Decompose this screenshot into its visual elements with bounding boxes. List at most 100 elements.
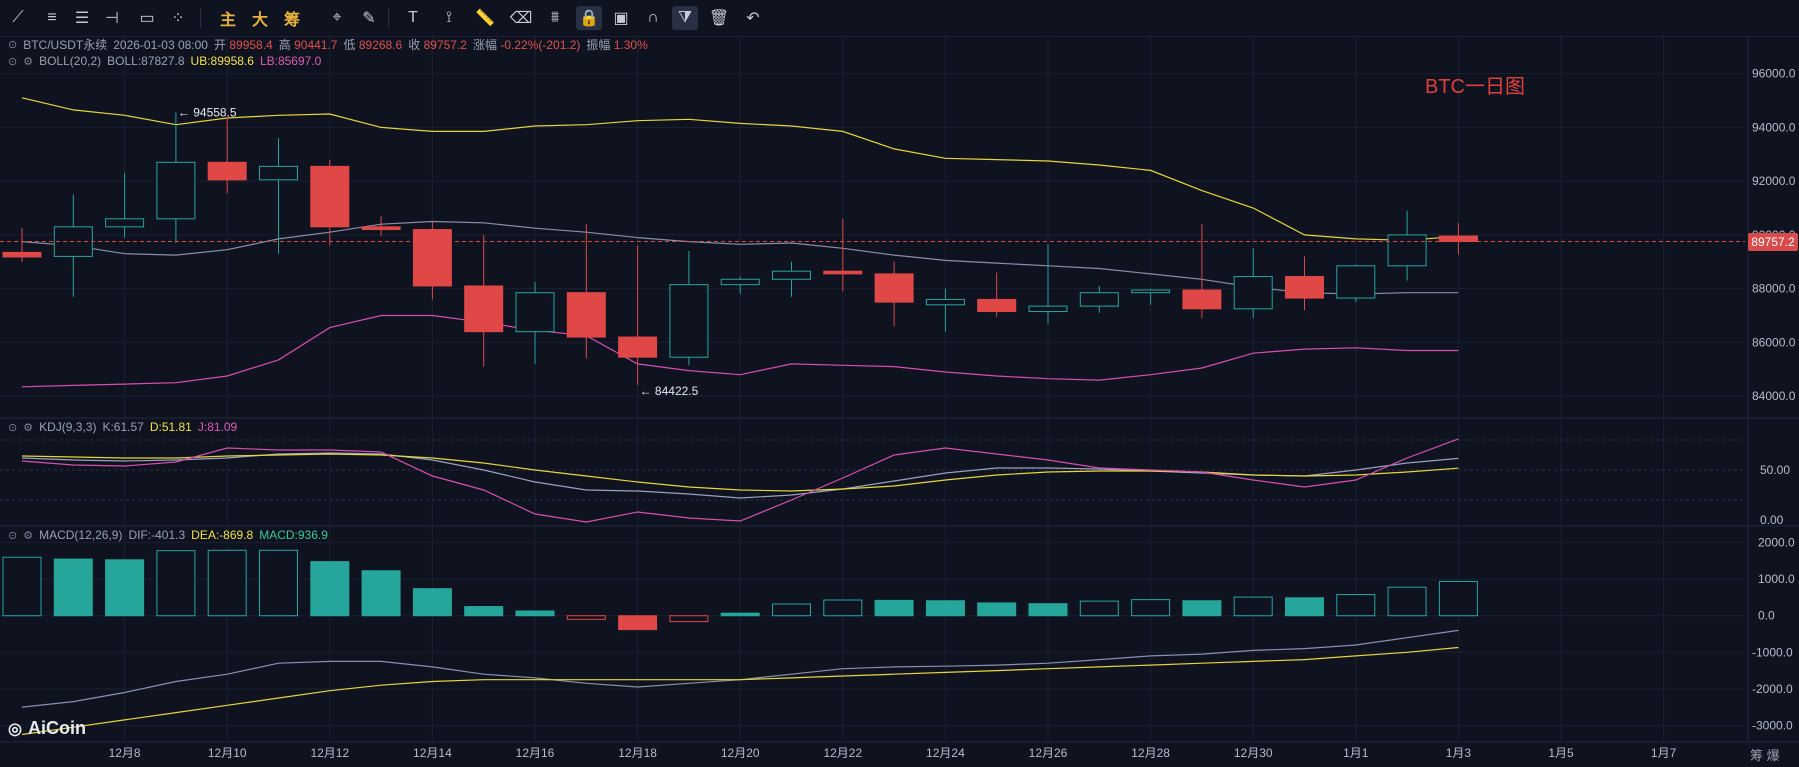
open-label: 开 bbox=[213, 38, 226, 52]
macd-histogram-bar bbox=[2, 556, 42, 617]
text-icon[interactable]: T bbox=[408, 9, 418, 26]
macd-histogram-bar bbox=[310, 561, 350, 617]
kdj-k-value: K:61.57 bbox=[102, 420, 144, 434]
change-value: -0.22%(-201.2) bbox=[500, 38, 581, 52]
macd-histogram-bar bbox=[1182, 600, 1222, 617]
macd-histogram-bar bbox=[361, 570, 401, 617]
x-tick-label: 12月18 bbox=[618, 746, 657, 760]
eraser-icon[interactable]: ⌫ bbox=[509, 10, 533, 27]
candle-body bbox=[1285, 276, 1324, 299]
macd-tick-label: -1000.0 bbox=[1752, 645, 1793, 659]
change-label: 涨幅 bbox=[472, 38, 497, 52]
settings-icon[interactable]: ⚙ bbox=[23, 55, 34, 68]
indicator-text-button[interactable]: 筹 bbox=[283, 12, 300, 29]
brush-icon[interactable]: ✎ bbox=[362, 10, 376, 27]
macd-dea-line bbox=[21, 646, 1459, 736]
logo-text: AiCoin bbox=[27, 718, 86, 738]
aicoin-logo: ◎ AiCoin bbox=[8, 718, 86, 739]
boll-lb-value: LB:85697.0 bbox=[259, 54, 322, 68]
candle-body bbox=[1182, 289, 1222, 310]
kdj-tick-label: 50.00 bbox=[1760, 463, 1790, 477]
macd-info-bar: ⊙ ⚙ MACD(12,26,9) DIF:-401.3 DEA:-869.8 … bbox=[8, 528, 328, 542]
pattern-icon[interactable]: ⩩ bbox=[550, 9, 560, 26]
template-icon[interactable]: ▣ bbox=[613, 10, 629, 27]
candle-body bbox=[977, 298, 1017, 313]
kdj-j-value: J:81.09 bbox=[197, 420, 238, 434]
macd-histogram-bar bbox=[874, 599, 914, 617]
measure-icon[interactable]: ⟟ bbox=[446, 9, 452, 26]
dots-pattern-icon[interactable]: ⁘ bbox=[171, 10, 185, 27]
macd-histogram-bar bbox=[720, 612, 760, 617]
collapse-icon[interactable]: ⊙ bbox=[8, 529, 18, 542]
candle-body bbox=[566, 292, 606, 338]
candle-body bbox=[1131, 289, 1171, 294]
boll-lb-line bbox=[21, 314, 1459, 388]
collapse-icon[interactable]: ⊙ bbox=[8, 39, 18, 51]
candle-body bbox=[874, 273, 914, 303]
macd-histogram-bar bbox=[1233, 596, 1273, 617]
candle-body bbox=[1438, 235, 1478, 242]
open-value: 89958.4 bbox=[229, 38, 273, 52]
macd-tick-label: -3000.0 bbox=[1752, 718, 1793, 732]
candle-body bbox=[669, 284, 709, 358]
x-tick-label: 12月22 bbox=[823, 746, 862, 760]
collapse-icon[interactable]: ⊙ bbox=[8, 55, 18, 68]
lock-icon[interactable]: 🔒 bbox=[576, 6, 602, 30]
macd-histogram-bar bbox=[977, 602, 1017, 617]
macd-histogram-bar bbox=[823, 599, 863, 617]
candle-body bbox=[925, 298, 965, 306]
candle-body bbox=[515, 292, 555, 333]
filter-icon[interactable]: ⧩ bbox=[672, 6, 698, 30]
x-tick-label: 1月1 bbox=[1343, 746, 1369, 760]
datetime-label: 2026-01-03 08:00 bbox=[113, 37, 208, 52]
candle-body bbox=[1079, 292, 1119, 307]
x-tick-label: 1月5 bbox=[1548, 746, 1574, 760]
boll-mid-value: BOLL:87827.8 bbox=[107, 54, 185, 68]
macd-tick-label: 0.0 bbox=[1758, 609, 1775, 623]
bottom-right-controls[interactable]: 筹 爆 bbox=[1750, 748, 1780, 763]
low-label: 低 bbox=[343, 38, 356, 52]
macd-tick-label: 1000.0 bbox=[1758, 572, 1795, 586]
macd-histogram-bar bbox=[1336, 594, 1376, 617]
candle-body bbox=[105, 218, 145, 228]
kdj-tick-label: 0.00 bbox=[1760, 513, 1784, 527]
trend-line-icon[interactable]: ⟋ bbox=[12, 9, 24, 26]
x-tick-label: 1月7 bbox=[1651, 746, 1677, 760]
macd-histogram-bar bbox=[925, 600, 965, 617]
indicator-text-button[interactable]: 主 bbox=[219, 12, 236, 29]
horizontal-ray-icon[interactable]: ⊣ bbox=[105, 10, 119, 27]
x-tick-label: 12月20 bbox=[721, 746, 760, 760]
price-tick-label: 88000.0 bbox=[1752, 282, 1796, 296]
macd-histogram-bar bbox=[412, 588, 452, 617]
settings-icon[interactable]: ⚙ bbox=[23, 529, 34, 542]
rectangle-icon[interactable]: ▭ bbox=[139, 10, 155, 27]
price-tick-label: 94000.0 bbox=[1752, 120, 1796, 134]
magnet-icon[interactable]: ∩ bbox=[647, 9, 659, 26]
macd-histogram-bar bbox=[1387, 586, 1427, 617]
close-label: 收 bbox=[408, 38, 421, 52]
collapse-icon[interactable]: ⊙ bbox=[8, 421, 18, 434]
undo-icon[interactable]: ↶ bbox=[746, 10, 760, 27]
macd-histogram-bar bbox=[566, 615, 606, 620]
macd-dea-value: DEA:-869.8 bbox=[191, 528, 254, 542]
candle-body bbox=[772, 270, 811, 280]
macd-histogram-bar bbox=[259, 549, 298, 617]
macd-histogram-bar bbox=[156, 550, 196, 617]
macd-histogram-bar bbox=[207, 549, 247, 617]
aicoin-logo-icon: ◎ bbox=[8, 720, 22, 738]
fib-icon[interactable]: ⌖ bbox=[332, 9, 342, 26]
parallel-channel-icon[interactable]: ☰ bbox=[74, 10, 90, 27]
macd-histogram-bar bbox=[464, 606, 504, 617]
x-tick-label: 12月26 bbox=[1029, 746, 1068, 760]
candle-body bbox=[259, 165, 298, 181]
boll-name: BOLL(20,2) bbox=[39, 54, 102, 68]
x-tick-label: 12月24 bbox=[926, 746, 965, 760]
horizontal-lines-icon[interactable]: ≡ bbox=[47, 9, 57, 26]
ruler-icon[interactable]: 📏 bbox=[475, 10, 495, 27]
indicator-text-button[interactable]: 大 bbox=[251, 12, 268, 29]
macd-histogram-bar bbox=[1131, 599, 1171, 617]
settings-icon[interactable]: ⚙ bbox=[23, 421, 34, 434]
drawing-toolbar: ⟋ ≡ ☰ ⊣ ▭ ⁘ 主大筹 ⌖ ✎ T ⟟ 📏 ⌫ ⩩ 🔒 ▣ ∩ ⧩ 🗑 ↶ bbox=[0, 0, 1799, 37]
trash-icon[interactable]: 🗑 bbox=[708, 10, 730, 27]
